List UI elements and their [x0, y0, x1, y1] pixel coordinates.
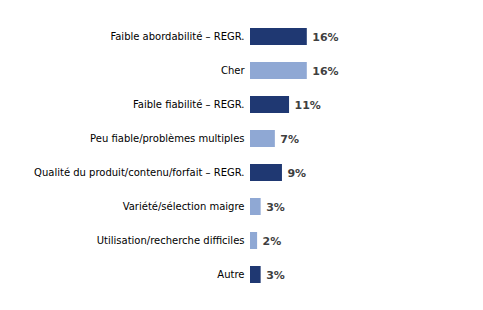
svg-text:3%: 3% — [266, 201, 285, 214]
svg-text:Cher: Cher — [221, 65, 245, 76]
svg-text:Autre: Autre — [217, 269, 244, 280]
svg-text:Variété/sélection maigre: Variété/sélection maigre — [123, 201, 245, 212]
svg-text:Faible abordabilité – REGR.: Faible abordabilité – REGR. — [110, 31, 244, 42]
svg-text:Qualité du produit/contenu/for: Qualité du produit/contenu/forfait – REG… — [34, 167, 244, 178]
svg-text:11%: 11% — [295, 99, 321, 112]
svg-text:Faible fiabilité – REGR.: Faible fiabilité – REGR. — [133, 99, 245, 110]
svg-text:2%: 2% — [263, 235, 282, 248]
svg-text:16%: 16% — [312, 65, 338, 78]
svg-text:Utilisation/recherche difficil: Utilisation/recherche difficiles — [97, 235, 245, 246]
svg-text:16%: 16% — [312, 31, 338, 44]
svg-text:7%: 7% — [280, 133, 299, 146]
svg-text:3%: 3% — [266, 269, 285, 282]
svg-text:Peu fiable/problèmes multiples: Peu fiable/problèmes multiples — [90, 133, 244, 144]
svg-text:9%: 9% — [287, 167, 306, 180]
